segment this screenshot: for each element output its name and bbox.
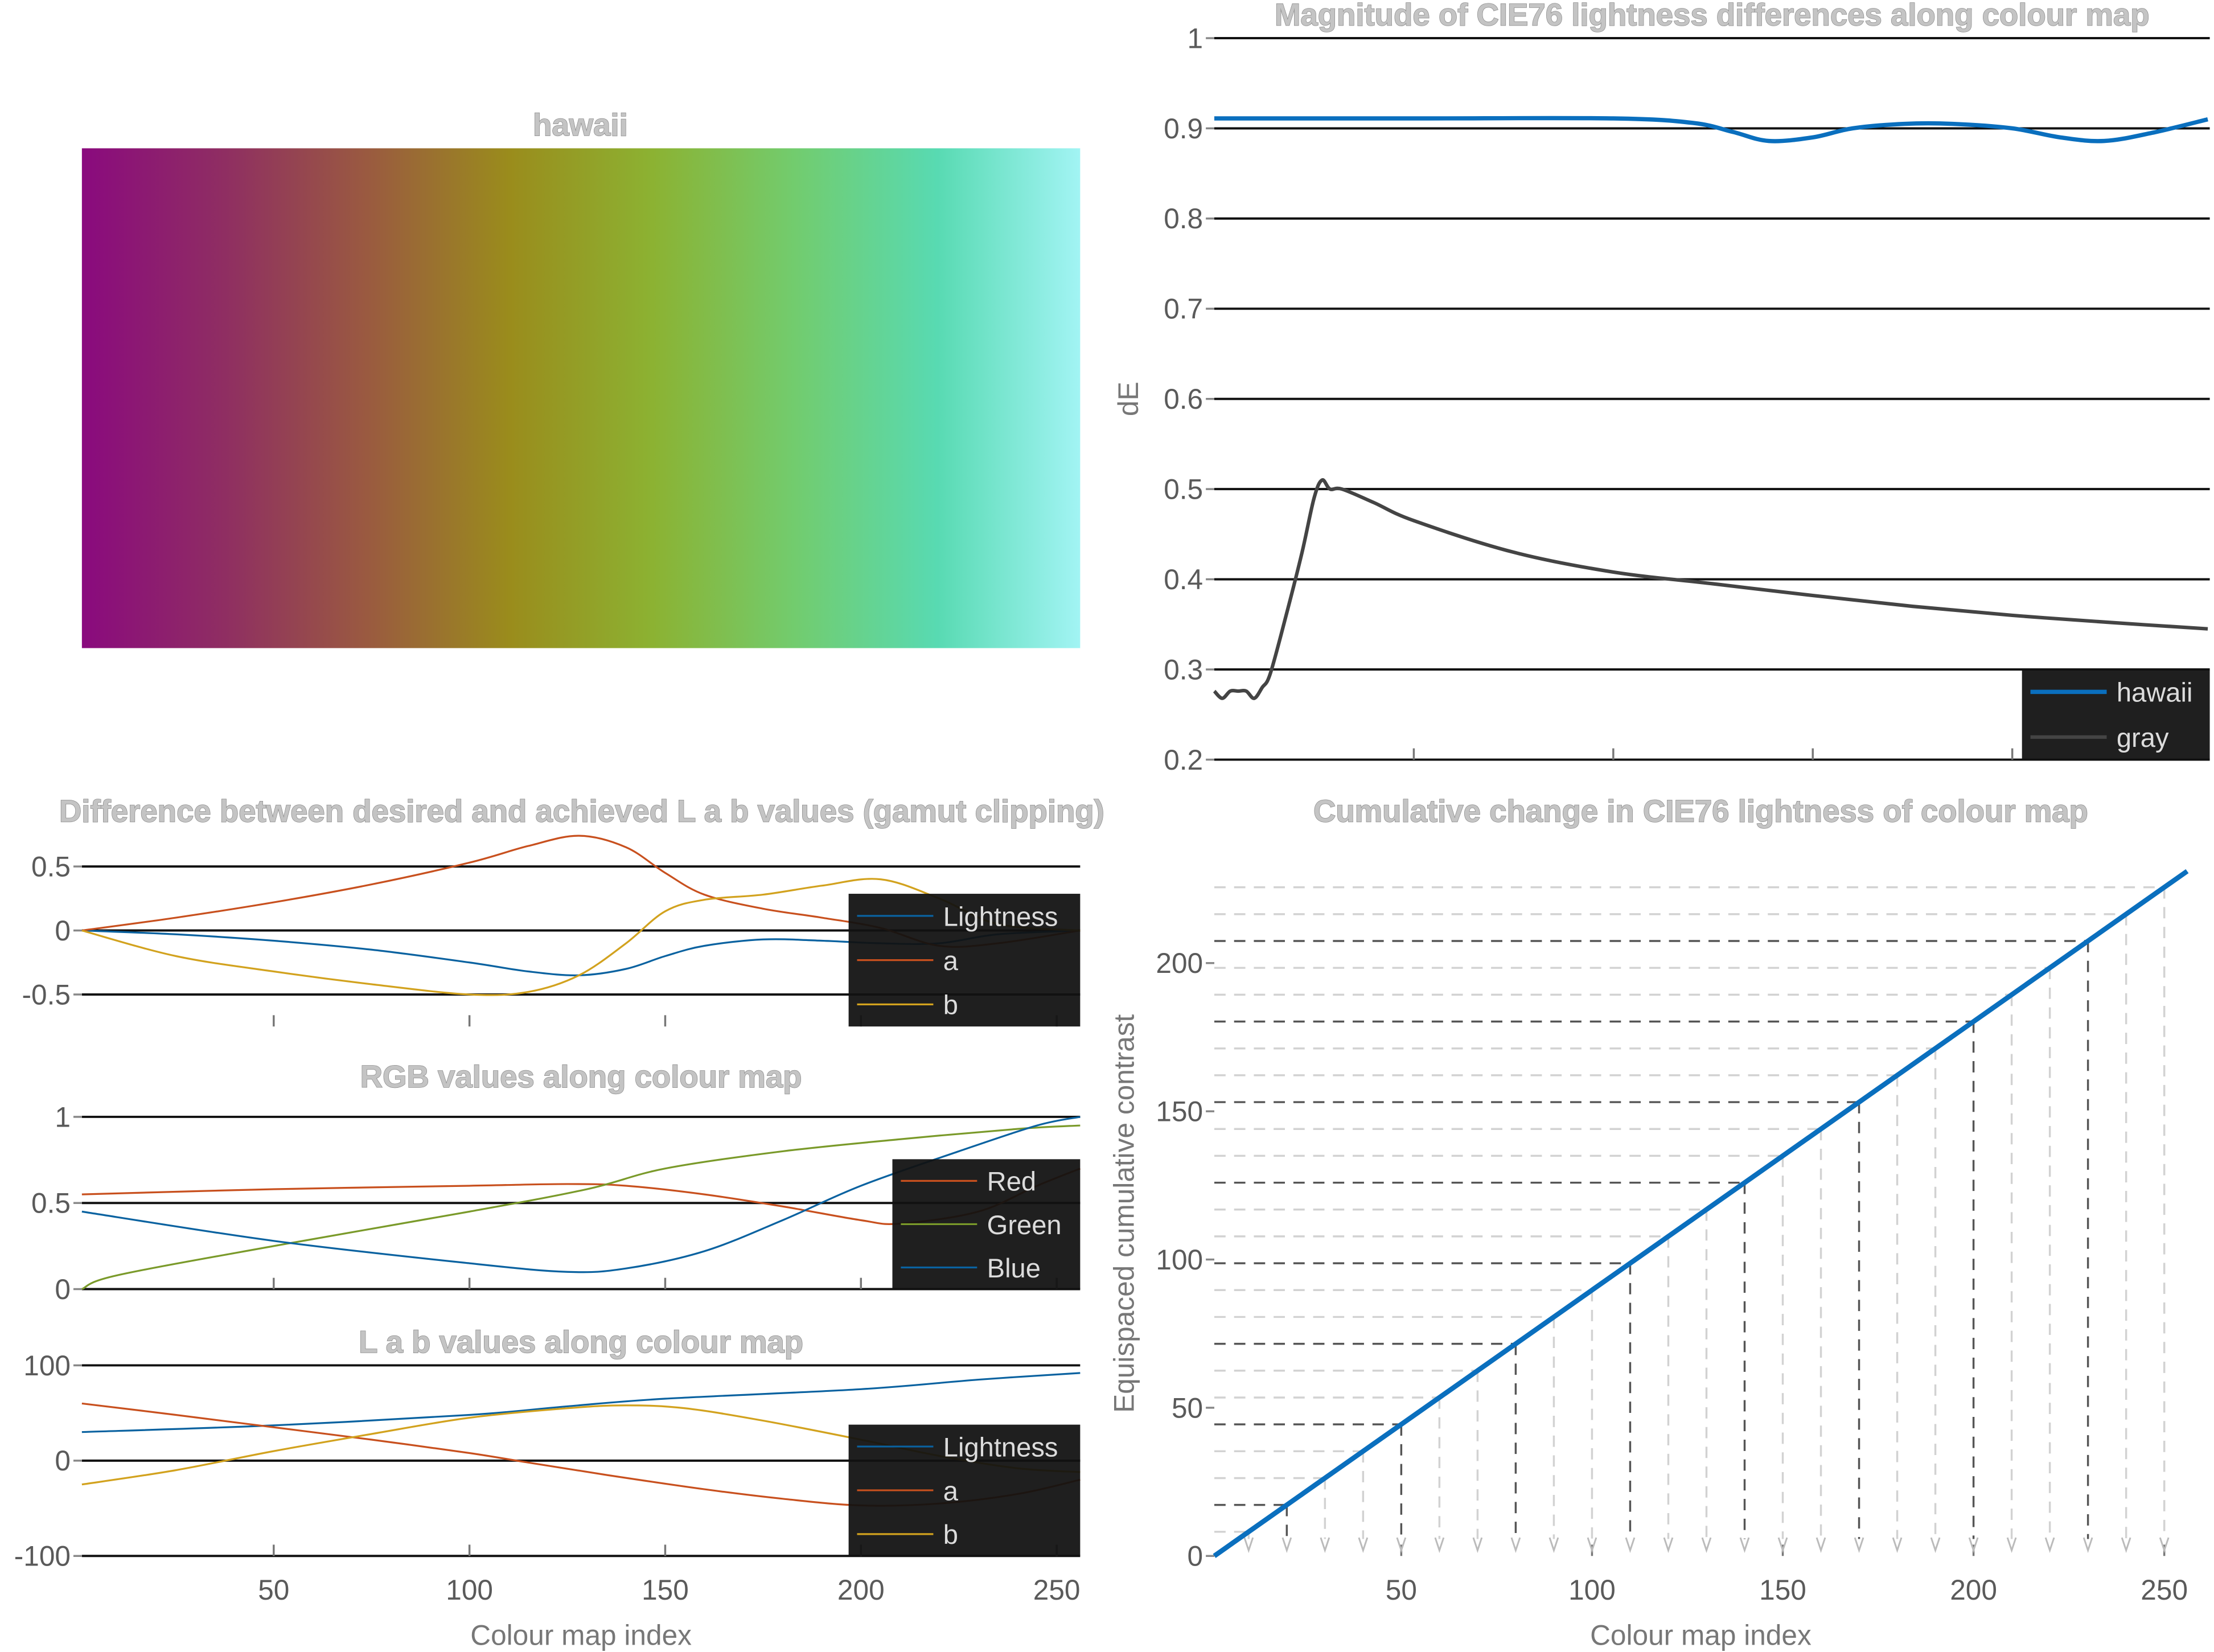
series-line-Lightness (81, 1372, 1081, 1433)
series-line-0 (1213, 869, 2189, 1558)
legend-label: Lightness (943, 1432, 1058, 1462)
x-tick-label: 100 (446, 1574, 493, 1606)
y-tick-label: 0 (1188, 1540, 1203, 1572)
y-axis-label: Equispaced cumulative contrast (1108, 1014, 1140, 1413)
chart-cum: Cumulative change in CIE76 lightness of … (1108, 794, 2189, 1651)
legend-label: hawaii (2117, 677, 2193, 708)
x-tick-label: 250 (2141, 1574, 2188, 1606)
y-tick-label: 0.8 (1164, 203, 1203, 235)
x-tick-label: 100 (1568, 1574, 1616, 1606)
arrow-head-icon (1663, 1537, 1674, 1554)
arrow-head-icon (1434, 1537, 1445, 1554)
chart-title: Difference between desired and achieved … (59, 794, 1104, 829)
arrow-head-icon (2121, 1537, 2131, 1554)
arrow-head-icon (1815, 1537, 1826, 1554)
arrow-head-icon (2006, 1537, 2017, 1554)
arrow-head-icon (1892, 1537, 1903, 1554)
arrow-head-icon (1739, 1537, 1750, 1554)
arrow-head-icon (2082, 1537, 2093, 1554)
arrow-head-icon (1472, 1537, 1483, 1554)
y-tick-label: 1 (1188, 22, 1203, 54)
legend-label: Green (987, 1210, 1062, 1240)
y-tick-label: 1 (55, 1101, 71, 1133)
y-tick-label: 0 (55, 1273, 71, 1305)
y-axis-label: dE (1112, 381, 1144, 416)
x-tick-label: 250 (1033, 1574, 1081, 1606)
chart-title: L a b values along colour map (359, 1325, 803, 1359)
colormap-swatch (81, 148, 1081, 648)
colormap-title: hawaii (533, 108, 628, 142)
legend: Lightness ab (848, 1424, 1081, 1556)
y-tick-label: 0.2 (1164, 744, 1203, 776)
arrow-head-icon (1320, 1537, 1330, 1554)
chart-dE: Magnitude of CIE76 lightness differences… (1112, 0, 2210, 776)
arrow-head-icon (1587, 1537, 1597, 1554)
arrow-head-icon (1358, 1537, 1369, 1554)
series-line-Green (81, 1124, 1081, 1291)
legend-label: b (943, 990, 958, 1020)
y-tick-label: 0.9 (1164, 113, 1203, 145)
y-tick-label: 150 (1156, 1096, 1203, 1128)
x-tick-label: 150 (1759, 1574, 1806, 1606)
chart-lab: L a b values along colour map -100 0 100 50 1… (14, 1324, 1081, 1651)
chart-title: Cumulative change in CIE76 lightness of … (1313, 794, 2088, 829)
legend-background (2022, 669, 2210, 760)
arrow-head-icon (1243, 1537, 1254, 1554)
y-tick-label: 0.6 (1164, 383, 1203, 415)
arrow-head-icon (1968, 1537, 1979, 1554)
y-tick-label: 100 (1156, 1244, 1203, 1276)
arrow-head-icon (1625, 1537, 1636, 1554)
legend-label: Lightness (943, 901, 1058, 931)
chart-diff: Difference between desired and achieved … (22, 794, 1105, 1027)
chart-title: RGB values along colour map (360, 1059, 802, 1094)
y-tick-label: 200 (1156, 947, 1203, 979)
x-tick-label: 50 (1386, 1574, 1417, 1606)
x-tick-label: 150 (642, 1574, 689, 1606)
y-tick-label: 0.7 (1164, 293, 1203, 325)
arrow-head-icon (1701, 1537, 1712, 1554)
legend: Lightness ab (848, 894, 1081, 1027)
series-line-gray (1213, 478, 2208, 700)
legend-label: Red (987, 1166, 1036, 1197)
y-tick-label: 100 (23, 1350, 71, 1382)
arrow-head-icon (1510, 1537, 1521, 1554)
y-tick-label: 0 (55, 1445, 71, 1477)
y-tick-label: 0.5 (31, 850, 71, 882)
y-tick-label: 0.5 (31, 1187, 71, 1219)
series-line-Blue (81, 1116, 1081, 1273)
legend-label: gray (2117, 722, 2169, 753)
arrow-head-icon (1930, 1537, 1941, 1554)
legend: hawaii gray (2022, 669, 2210, 760)
arrow-head-icon (1777, 1537, 1788, 1554)
series-line-hawaii (1214, 116, 2208, 143)
arrow-head-icon (1548, 1537, 1559, 1554)
legend-label: Blue (987, 1253, 1041, 1283)
arrow-head-icon (1281, 1537, 1292, 1554)
charts: Magnitude of CIE76 lightness differences… (14, 0, 2210, 1651)
chart-title: Magnitude of CIE76 lightness differences… (1275, 0, 2150, 32)
y-tick-label: 0.5 (1164, 474, 1203, 506)
arrow-head-icon (1396, 1537, 1407, 1554)
legend: Red Green Blue (892, 1159, 1081, 1289)
y-tick-label: 0 (55, 915, 71, 947)
y-tick-label: -0.5 (22, 979, 71, 1010)
legend-label: a (943, 946, 959, 976)
arrow-head-icon (2159, 1537, 2170, 1554)
legend-label: b (943, 1519, 958, 1550)
x-tick-label: 200 (1950, 1574, 1997, 1606)
x-tick-label: 50 (258, 1574, 289, 1606)
series-line-b (81, 878, 1081, 996)
arrow-head-icon (1854, 1537, 1864, 1554)
arrow-head-icon (2044, 1537, 2055, 1554)
y-tick-label: -100 (14, 1540, 71, 1572)
y-tick-label: 0.3 (1164, 654, 1203, 685)
legend-label: a (943, 1476, 959, 1506)
x-axis-label: Colour map index (1590, 1620, 1812, 1651)
x-axis-label: Colour map index (470, 1620, 692, 1651)
y-tick-label: 50 (1172, 1392, 1203, 1424)
x-tick-label: 200 (837, 1574, 885, 1606)
y-tick-label: 0.4 (1164, 564, 1203, 595)
chart-rgb: RGB values along colour map 0 0.5 1 Red Green… (31, 1059, 1081, 1305)
